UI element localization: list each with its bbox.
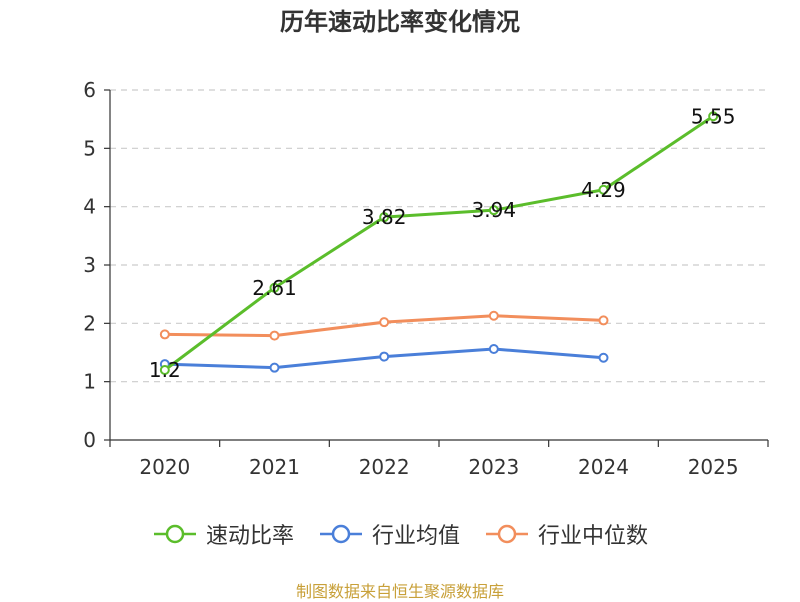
data-label: 4.29 [581, 178, 626, 202]
x-tick-label: 2025 [688, 455, 739, 479]
data-label: 2.61 [252, 276, 297, 300]
x-tick-label: 2020 [139, 455, 190, 479]
data-label: 3.94 [472, 198, 517, 222]
data-label: 5.55 [691, 104, 736, 128]
data-point [379, 351, 390, 362]
x-tick-label: 2024 [578, 455, 629, 479]
legend-swatch-icon [319, 524, 362, 544]
data-point [488, 344, 499, 354]
x-tick-label: 2022 [359, 455, 410, 479]
data-point [488, 205, 499, 216]
x-tick-label: 2023 [468, 455, 519, 479]
data-point [708, 111, 719, 122]
data-point [159, 329, 170, 340]
series-lines [159, 111, 719, 375]
data-point [379, 212, 390, 223]
data-label: 3.82 [362, 205, 407, 229]
y-tick-label: 3 [83, 253, 96, 277]
data-label: 1.2 [149, 358, 181, 382]
y-tick-label: 2 [83, 311, 96, 335]
y-tick-label: 6 [83, 78, 96, 102]
chart-title: 历年速动比率变化情况 [280, 8, 520, 36]
data-point [159, 365, 170, 375]
data-point [488, 310, 499, 321]
legend-item[interactable]: 行业均值 [318, 518, 460, 550]
data-point [598, 315, 609, 326]
axes: 0 1 2 3 4 5 6 2020 2021 2022 2023 2024 2025 [83, 78, 769, 479]
legend-label: 行业中位数 [538, 524, 649, 549]
series-line-0 [163, 115, 715, 372]
legend: 速动比率 行业均值 行业中位数 [0, 518, 800, 550]
y-tick-label: 0 [83, 428, 96, 452]
data-point [269, 282, 280, 293]
y-tick-label: 5 [83, 136, 96, 160]
data-point [269, 330, 280, 341]
x-tick-label: 2021 [249, 455, 300, 479]
y-tick-label: 1 [83, 370, 96, 394]
data-point [269, 362, 280, 373]
data-point [379, 317, 390, 328]
source-note: 制图数据来自恒生聚源数据库 [295, 582, 504, 601]
data-point [598, 352, 609, 363]
y-tick-label: 4 [83, 195, 96, 219]
legend-label: 速动比率 [205, 524, 294, 549]
legend-swatch-marker [331, 524, 351, 544]
legend-item[interactable]: 速动比率 [152, 518, 294, 550]
legend-item[interactable]: 行业中位数 [484, 518, 648, 550]
legend-swatch-icon [486, 524, 528, 544]
legend-label: 行业均值 [371, 524, 460, 549]
data-point [598, 184, 609, 195]
legend-swatch-icon [153, 524, 196, 544]
data-labels: 1.2 2.61 3.82 3.94 4.29 5.55 [149, 104, 736, 382]
legend-swatch-marker [497, 524, 517, 544]
legend-swatch-marker [165, 524, 185, 544]
